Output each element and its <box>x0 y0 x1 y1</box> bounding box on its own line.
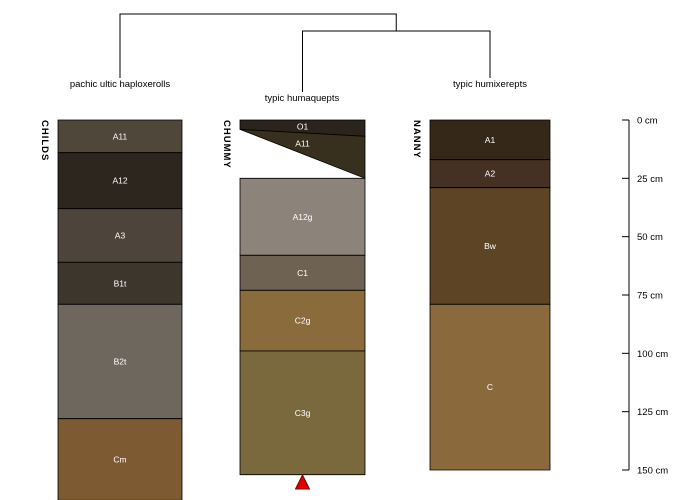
horizon-label-b1t: B1t <box>114 278 127 288</box>
horizon-label-bw: Bw <box>484 241 497 251</box>
horizon-label-a3: A3 <box>115 231 126 241</box>
horizon-label-a1: A1 <box>485 135 496 145</box>
depth-tick-label: 100 cm <box>637 349 668 360</box>
horizon-label-a12g: A12g <box>293 212 313 222</box>
horizon-c <box>429 303 551 471</box>
depth-tick-label: 50 cm <box>637 232 663 243</box>
profile-id-nanny: NANNY <box>411 120 422 159</box>
horizon-cm <box>57 418 183 500</box>
profile-column-chummy: O1 A11 A12g C1 C2g C3g <box>239 119 366 476</box>
depth-tick-label: 25 cm <box>637 174 663 185</box>
horizon-label-c: C <box>487 382 493 392</box>
taxon-label-childs: pachic ultic haploxerolls <box>69 79 171 90</box>
horizon-label-cm: Cm <box>113 455 126 465</box>
horizon-label-c2g: C2g <box>295 316 311 326</box>
depth-tick-label: 0 cm <box>637 116 658 127</box>
horizon-label-a2: A2 <box>485 169 496 179</box>
dendrogram <box>119 13 491 92</box>
horizon-label-a12: A12 <box>112 176 127 186</box>
horizon-a11 <box>239 128 366 179</box>
horizon-label-a11: A11 <box>295 138 310 148</box>
profile-column-childs: A11 A12 A3 B1t B2t Cm <box>57 119 183 500</box>
horizon-label-b2t: B2t <box>114 357 127 367</box>
horizon-label-a11: A11 <box>113 131 128 141</box>
horizon-label-o1: O1 <box>297 121 309 131</box>
profile-column-nanny: A1 A2 Bw C <box>429 119 551 471</box>
taxon-label-nanny: typic humixerepts <box>453 79 527 90</box>
depth-axis: 0 cm 25 cm 50 cm 75 cm 100 cm 125 cm 150 cm <box>622 116 668 477</box>
red-triangle-marker <box>294 473 311 490</box>
depth-tick-label: 125 cm <box>637 407 668 418</box>
profile-id-childs: CHILDS <box>39 120 50 162</box>
depth-tick-label: 150 cm <box>637 466 668 477</box>
horizon-c3g <box>239 350 366 476</box>
taxon-label-chummy: typic humaquepts <box>264 93 340 104</box>
horizon-label-c3g: C3g <box>295 408 311 418</box>
profile-id-chummy: CHUMMY <box>221 120 232 169</box>
horizon-label-c1: C1 <box>297 268 308 278</box>
depth-tick-label: 75 cm <box>637 291 663 302</box>
